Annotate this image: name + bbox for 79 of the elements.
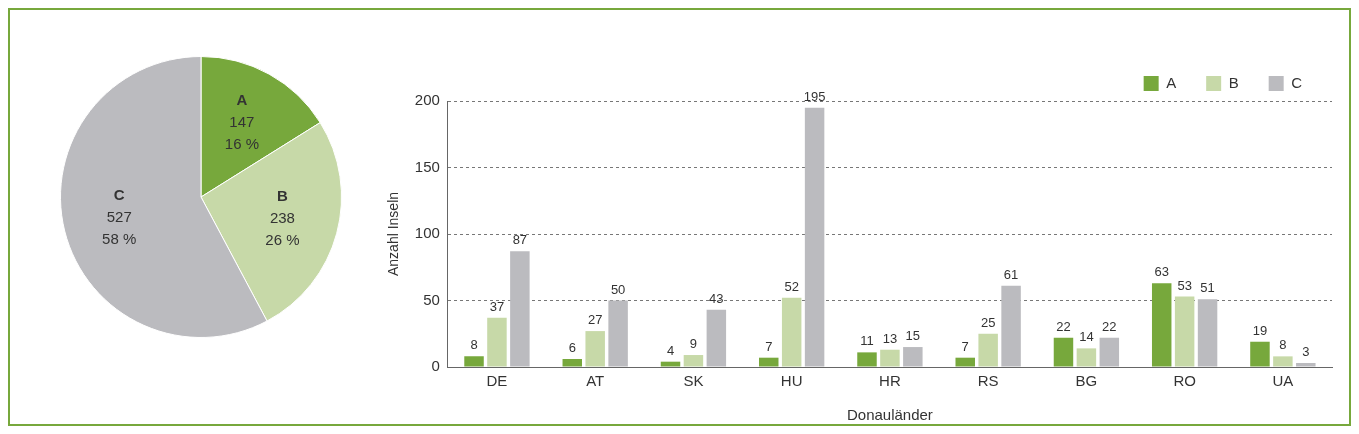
data-label: 4 — [666, 342, 675, 358]
data-label: 63 — [1154, 264, 1169, 280]
data-label: 37 — [489, 298, 505, 314]
x-tick-label: HU — [780, 372, 803, 390]
bar — [706, 309, 727, 367]
data-label: 87 — [512, 232, 528, 248]
slice-label: A — [236, 91, 248, 109]
x-axis-title: Donauländer — [846, 406, 933, 424]
data-label: 527 58 % — [102, 207, 137, 247]
x-tick-label: RS — [977, 372, 999, 390]
bar — [608, 300, 628, 367]
slice-label: B — [277, 186, 289, 204]
bar — [804, 107, 825, 367]
bar — [857, 352, 877, 367]
bar — [1151, 283, 1172, 367]
y-tick-label: 100 — [414, 224, 440, 242]
data-label: 9 — [689, 336, 698, 352]
legend-label: A — [1166, 73, 1177, 91]
x-tick-label: DE — [486, 372, 508, 390]
bar — [510, 251, 530, 367]
bar — [1273, 356, 1293, 367]
slice-label: C — [113, 185, 125, 203]
data-label: 3 — [1302, 344, 1310, 360]
bar — [759, 357, 779, 367]
bar — [978, 333, 998, 367]
bar — [1197, 299, 1218, 367]
data-label: 27 — [587, 312, 603, 328]
data-label: 22 — [1102, 318, 1117, 334]
data-label: 11 — [860, 333, 874, 349]
bar — [903, 347, 923, 367]
bar — [464, 356, 484, 367]
data-label: 25 — [980, 314, 996, 330]
data-label: 147 16 % — [224, 113, 259, 153]
legend-label: C — [1291, 73, 1303, 91]
bar — [487, 317, 507, 367]
bar — [880, 349, 900, 367]
bar — [562, 359, 583, 367]
legend-label: B — [1228, 73, 1239, 91]
data-label: 22 — [1056, 318, 1071, 334]
x-tick-label: BG — [1075, 372, 1098, 390]
bar — [1001, 285, 1021, 367]
x-tick-label: SK — [683, 372, 704, 390]
data-label: 238 26 % — [265, 208, 300, 248]
y-tick-label: 150 — [414, 157, 440, 175]
data-label: 51 — [1200, 280, 1215, 296]
bar — [585, 331, 605, 367]
x-tick-label: AT — [586, 372, 605, 390]
data-label: 53 — [1177, 277, 1192, 293]
data-label: 195 — [803, 88, 826, 104]
x-tick-label: UA — [1272, 372, 1294, 390]
data-label: 52 — [784, 278, 799, 294]
data-label: 61 — [1003, 266, 1019, 282]
bar — [1250, 341, 1270, 367]
data-label: 14 — [1079, 329, 1094, 345]
bar — [1174, 296, 1195, 367]
bar — [1099, 337, 1120, 367]
data-label: 7 — [961, 338, 969, 354]
data-label: 43 — [709, 290, 724, 306]
y-axis-title: Anzahl Inseln — [385, 191, 402, 277]
x-tick-label: HR — [879, 372, 901, 390]
data-label: 15 — [905, 328, 921, 344]
bar — [1076, 348, 1097, 367]
data-label: 8 — [470, 337, 478, 353]
data-label: 50 — [610, 281, 626, 297]
bar — [660, 361, 681, 367]
bar — [955, 357, 975, 367]
data-label: 7 — [765, 338, 773, 354]
data-label: 13 — [882, 330, 898, 346]
y-tick-label: 200 — [414, 91, 440, 109]
data-label: 6 — [568, 340, 576, 356]
bar — [1053, 337, 1074, 367]
bar — [1296, 363, 1316, 367]
y-tick-label: 50 — [423, 290, 440, 308]
bar — [683, 355, 704, 367]
x-tick-label: RO — [1173, 372, 1196, 390]
data-label: 19 — [1252, 322, 1268, 338]
bar — [781, 297, 802, 367]
data-label: 8 — [1279, 337, 1287, 353]
y-tick-label: 0 — [431, 357, 440, 375]
